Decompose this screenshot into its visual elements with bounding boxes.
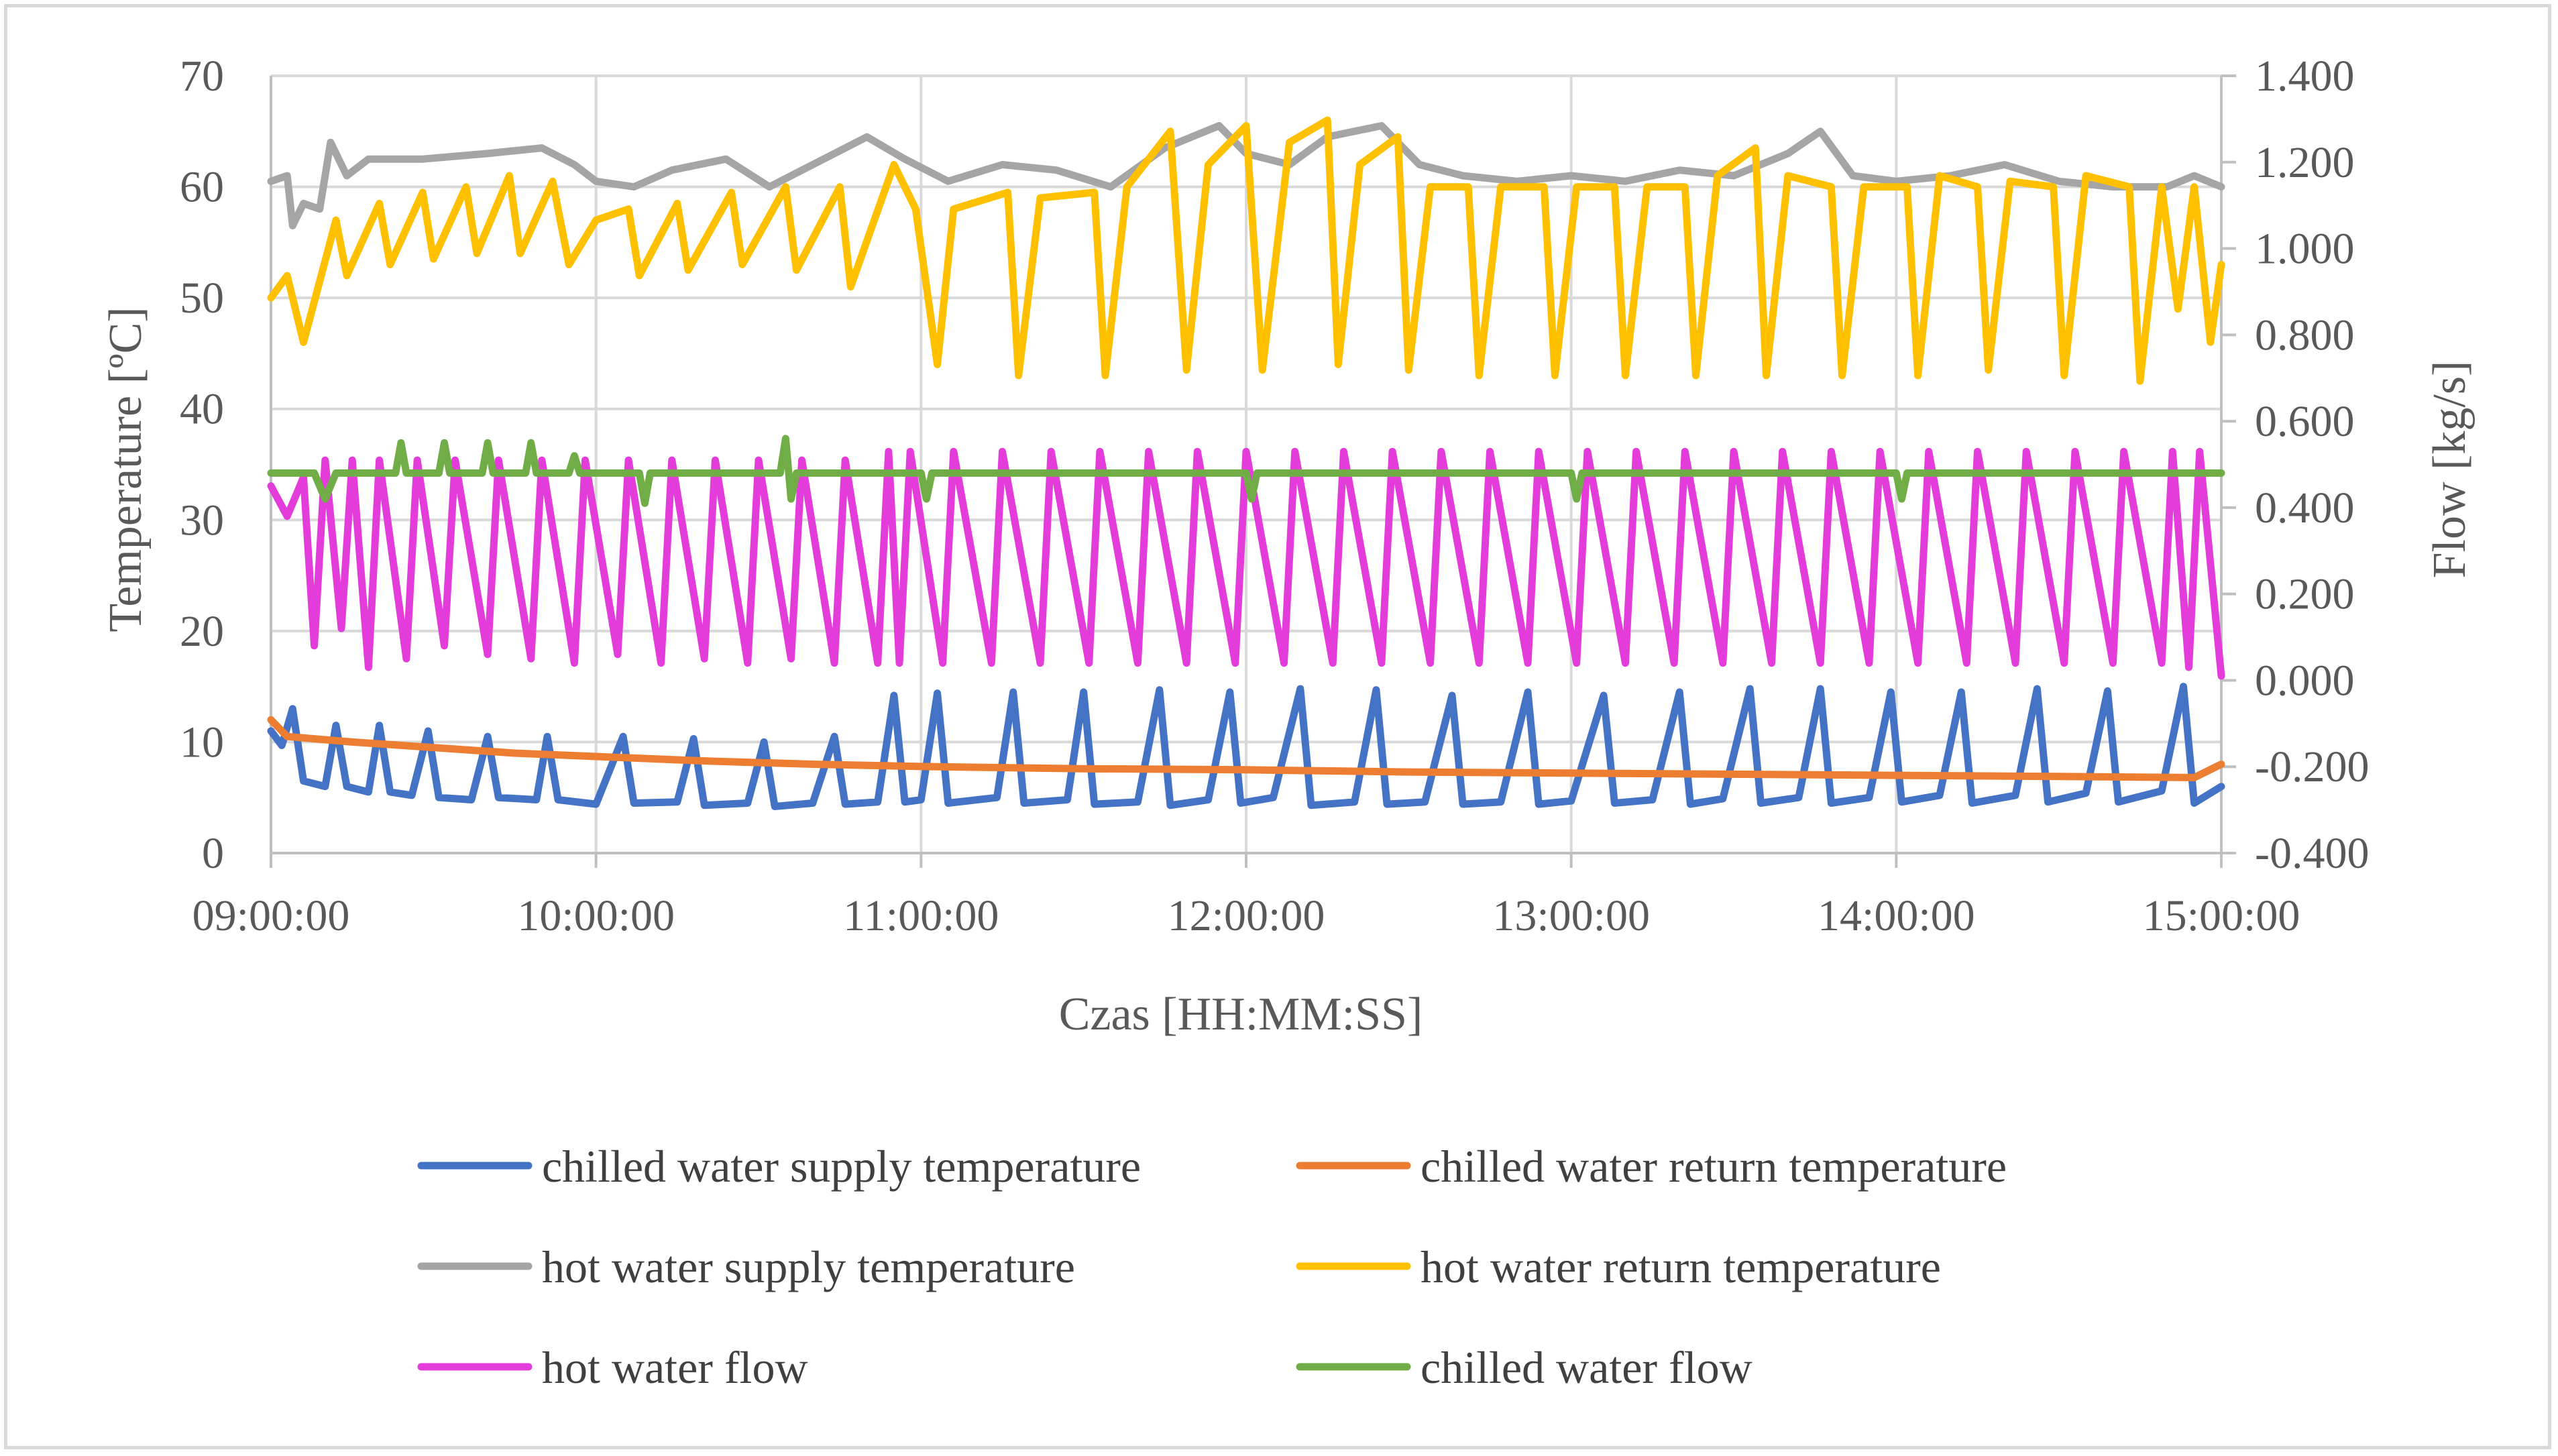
x-tick-label: 11:00:00: [843, 891, 999, 940]
legend-item: chilled water flow: [1296, 1342, 1753, 1393]
y-right-tick-label: 1.400: [2255, 52, 2355, 101]
legend-label: chilled water return temperature: [1421, 1141, 2007, 1192]
x-tick-label: 14:00:00: [1818, 891, 1975, 940]
legend-label: hot water return temperature: [1421, 1241, 1941, 1292]
y-right-tick-label: 0.400: [2255, 484, 2355, 533]
x-tick-label: 10:00:00: [517, 891, 675, 940]
y-left-tick-label: 70: [180, 52, 224, 101]
y-axis-right-title: Flow [kg/s]: [2424, 361, 2476, 579]
legend-item: hot water return temperature: [1296, 1241, 1941, 1292]
y-left-tick-label: 10: [180, 718, 224, 767]
y-right-tick-label: -0.200: [2255, 742, 2369, 791]
y-right-tick-label: 0.200: [2255, 570, 2355, 619]
legend-item: chilled water return temperature: [1296, 1141, 2007, 1192]
y-right-tick-label: -0.400: [2255, 829, 2369, 878]
legend-item: hot water supply temperature: [417, 1241, 1075, 1292]
series-line-chilled-water-supply-temperature: [267, 683, 2225, 810]
x-tick-label: 09:00:00: [192, 891, 350, 940]
series-line-hot-water-return-temperature: [267, 116, 2225, 385]
x-tick-label: 13:00:00: [1492, 891, 1650, 940]
y-left-tick-label: 20: [180, 607, 224, 656]
y-right-tick-label: 0.000: [2255, 656, 2355, 705]
y-right-tick-label: 0.800: [2255, 311, 2355, 359]
y-axis-left-title: Temperature [ºC]: [100, 306, 152, 632]
y-left-tick-label: 60: [180, 163, 224, 212]
series-line-chilled-water-return-temperature: [267, 716, 2225, 781]
legend-item: chilled water supply temperature: [417, 1141, 1141, 1192]
y-right-tick-label: 1.200: [2255, 138, 2355, 187]
series-line-hot-water-flow: [267, 447, 2225, 680]
x-tick-label: 15:00:00: [2143, 891, 2300, 940]
x-axis-title: Czas [HH:MM:SS]: [1059, 989, 1423, 1040]
x-tick-label: 12:00:00: [1168, 891, 1325, 940]
y-right-tick-label: 0.600: [2255, 397, 2355, 446]
y-left-tick-label: 30: [180, 496, 224, 545]
legend-label: hot water flow: [542, 1342, 808, 1393]
y-right-tick-label: 1.000: [2255, 225, 2355, 274]
series-line-chilled-water-flow: [267, 435, 2225, 507]
y-left-tick-label: 50: [180, 274, 224, 323]
legend-label: chilled water flow: [1421, 1342, 1753, 1393]
legend: chilled water supply temperature chilled …: [417, 1141, 2007, 1393]
axes-layer: 0 10 20 30 40 50 60 70 -0.400 -0.200 0.000 0.200 0.4…: [180, 52, 2369, 940]
y-left-tick-label: 40: [180, 385, 224, 434]
series-layer: [267, 116, 2225, 810]
y-left-tick-label: 0: [202, 829, 224, 878]
legend-item: hot water flow: [417, 1342, 808, 1393]
legend-label: hot water supply temperature: [542, 1241, 1075, 1292]
legend-label: chilled water supply temperature: [542, 1141, 1141, 1192]
